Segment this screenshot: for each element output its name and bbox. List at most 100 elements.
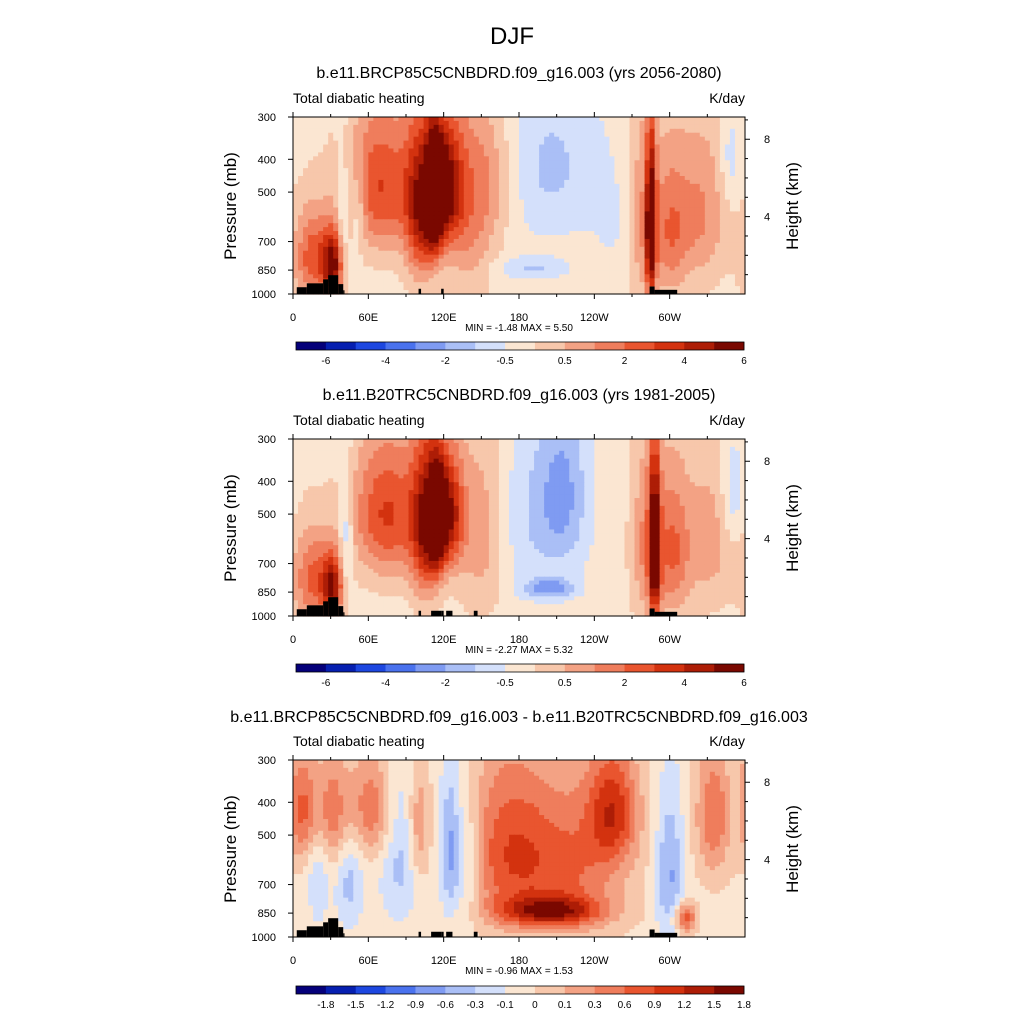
heatmap-cell — [323, 442, 329, 448]
heatmap-cell — [318, 470, 324, 475]
heatmap-cell — [503, 120, 510, 126]
heatmap-cell — [559, 176, 565, 181]
heatmap-cell — [609, 140, 616, 146]
heatmap-cell — [388, 140, 395, 146]
heatmap-cell — [599, 211, 605, 216]
heatmap-cell — [609, 286, 616, 291]
heatmap-cell — [569, 120, 575, 126]
heatmap-cell — [714, 223, 721, 228]
heatmap-cell — [498, 458, 505, 464]
heatmap-cell — [579, 258, 585, 264]
heatmap-cell — [739, 258, 746, 264]
heatmap-cell — [478, 124, 485, 130]
heatmap-cell — [443, 152, 450, 157]
heatmap-cell — [513, 120, 520, 126]
heatmap-cell — [443, 278, 450, 283]
heatmap-cell — [584, 136, 590, 142]
heatmap-cell — [323, 450, 329, 456]
heatmap-cell — [323, 250, 329, 256]
heatmap-cell — [463, 282, 470, 287]
heatmap-cell — [423, 270, 430, 275]
heatmap-cell — [704, 124, 711, 130]
heatmap-cell — [318, 117, 324, 122]
heatmap-cell — [639, 227, 646, 232]
heatmap-cell — [629, 254, 636, 260]
heatmap-cell — [544, 466, 550, 472]
heatmap-cell — [544, 172, 550, 177]
heatmap-cell — [539, 219, 545, 224]
heatmap-cell — [659, 442, 666, 448]
heatmap-cell — [649, 215, 656, 220]
heatmap-cell — [594, 124, 600, 130]
heatmap-cell — [644, 172, 651, 177]
heatmap-cell — [609, 148, 616, 153]
heatmap-cell — [554, 144, 560, 150]
heatmap-cell — [448, 156, 455, 161]
heatmap-cell — [574, 203, 580, 209]
heatmap-cell — [503, 152, 510, 157]
heatmap-cell — [719, 176, 726, 181]
heatmap-cell — [373, 183, 379, 189]
heatmap-cell — [529, 156, 535, 161]
heatmap-cell — [589, 446, 595, 452]
heatmap-cell — [524, 286, 530, 291]
heatmap-cell — [428, 262, 435, 268]
heatmap-cell — [624, 164, 631, 169]
heatmap-cell — [483, 176, 490, 181]
heatmap-cell — [649, 258, 656, 264]
heatmap-cell — [373, 446, 379, 452]
topography-mask — [418, 288, 422, 294]
heatmap-cell — [629, 144, 636, 150]
heatmap-cell — [644, 290, 651, 295]
heatmap-cell — [438, 203, 445, 209]
heatmap-cell — [458, 246, 465, 252]
heatmap-cell — [669, 282, 676, 287]
heatmap-cell — [579, 450, 585, 456]
heatmap-cell — [649, 117, 656, 122]
heatmap-cell — [478, 286, 485, 291]
heatmap-cell — [438, 238, 445, 244]
heatmap-cell — [493, 179, 500, 185]
heatmap-cell — [534, 215, 540, 220]
heatmap-cell — [679, 207, 686, 212]
heatmap-cell — [338, 254, 344, 260]
heatmap-cell — [408, 124, 415, 130]
heatmap-cell — [388, 219, 395, 224]
heatmap-cell — [709, 172, 716, 177]
heatmap-cell — [659, 132, 666, 138]
heatmap-cell — [388, 199, 395, 205]
heatmap-cell — [413, 286, 420, 291]
heatmap-cell — [458, 183, 465, 189]
heatmap-cell — [704, 211, 711, 216]
heatmap-cell — [443, 458, 450, 464]
heatmap-cell — [704, 183, 711, 189]
heatmap-cell — [453, 278, 460, 283]
heatmap-cell — [719, 258, 726, 264]
heatmap-cell — [599, 278, 605, 283]
heatmap-cell — [639, 144, 646, 150]
heatmap-cell — [478, 160, 485, 165]
heatmap-cell — [383, 458, 390, 464]
heatmap-cell — [428, 439, 435, 444]
heatmap-cell — [498, 254, 505, 260]
heatmap-cell — [408, 235, 415, 240]
heatmap-cell — [508, 270, 515, 275]
heatmap-cell — [298, 156, 304, 161]
heatmap-cell — [463, 215, 470, 220]
heatmap-cell — [709, 140, 716, 146]
heatmap-cell — [549, 117, 555, 122]
x-tick-label: 0 — [290, 312, 296, 324]
heatmap-cell — [398, 140, 405, 146]
heatmap-cell — [488, 117, 495, 122]
heatmap-cell — [473, 231, 480, 236]
heatmap-cell — [453, 152, 460, 157]
heatmap-cell — [463, 446, 470, 452]
heatmap-cell — [524, 462, 530, 468]
heatmap-cell — [634, 254, 641, 260]
heatmap-cell — [719, 172, 726, 177]
heatmap-cell — [438, 254, 445, 260]
heatmap-cell — [443, 124, 450, 130]
heatmap-cell — [694, 446, 701, 452]
heatmap-cell — [363, 462, 369, 468]
heatmap-cell — [398, 207, 405, 212]
